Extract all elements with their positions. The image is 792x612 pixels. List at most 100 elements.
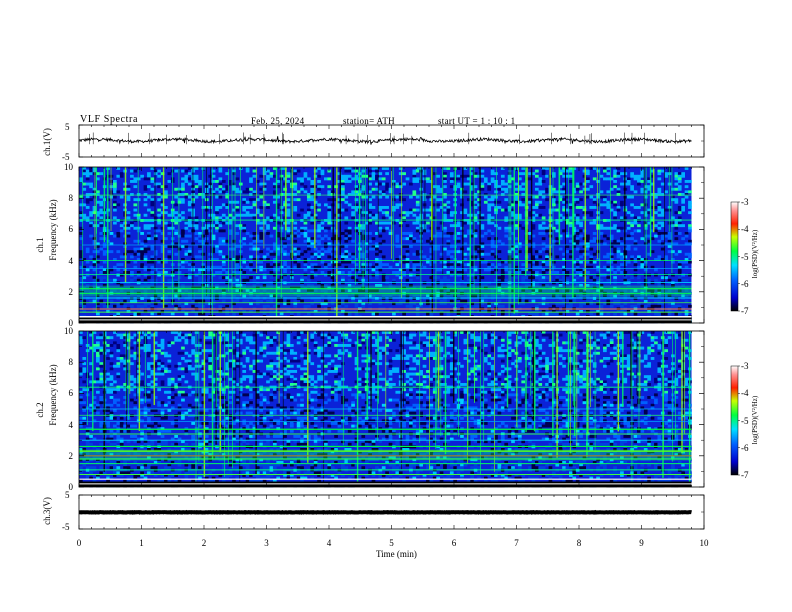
spectrogram-cell (279, 177, 284, 181)
spectrogram-cell (232, 258, 236, 261)
spectrogram-cell (82, 265, 87, 269)
spectrogram-cell (167, 255, 172, 259)
spectrogram-cell (569, 216, 573, 220)
spectrogram-cell (551, 304, 556, 308)
spectrogram-cell (654, 273, 658, 277)
spectrogram-cell (235, 284, 240, 287)
spectrogram-cell (317, 258, 321, 261)
spectrogram-cell (637, 276, 641, 280)
spectrogram-cell (490, 177, 495, 181)
spectrogram-cell (153, 226, 158, 230)
spectrogram-cell (177, 479, 182, 483)
spectrogram-cell (79, 448, 83, 451)
spectrogram-cell (109, 435, 114, 438)
spectrogram-cell (272, 213, 277, 217)
spectrogram-cell (79, 211, 83, 215)
spectrogram-cell (562, 229, 566, 233)
spectrogram-cell (119, 229, 124, 233)
spectrogram-cell (613, 242, 617, 246)
spectrogram-cell (164, 440, 168, 444)
spectrogram-cell (616, 239, 621, 243)
spectrogram-cell (341, 294, 345, 298)
spectrogram-cell (184, 221, 189, 225)
spectrogram-cell (640, 294, 645, 298)
spectrogram-cell (341, 252, 345, 256)
spectrogram-cell (599, 278, 604, 282)
spectrogram-cell (436, 247, 440, 251)
spectrogram-cell (317, 299, 321, 303)
spectrogram-cell (211, 286, 216, 290)
spectrogram-cell (534, 200, 539, 204)
spectrogram-cell (140, 411, 144, 415)
spectrogram-cell (96, 403, 100, 407)
spectrogram-cell (449, 284, 454, 287)
spectrogram-cell (402, 255, 406, 259)
spectrogram-cell (89, 221, 93, 225)
spectrogram-cell (153, 453, 158, 457)
spectrogram-cell (538, 265, 543, 269)
spectrogram-cell (337, 281, 342, 285)
spectrogram-cell (517, 289, 522, 293)
spectrogram-cell (201, 167, 206, 170)
spectrogram-cell (272, 252, 277, 256)
spectrogram-cell (249, 260, 253, 264)
spectrogram-cell (480, 169, 485, 173)
spectrogram-cell (517, 302, 522, 306)
spectrogram-cell (490, 289, 495, 293)
spectrogram-cell (133, 333, 138, 337)
spectrogram-cell (289, 312, 294, 316)
spectrogram-cell (497, 187, 502, 191)
spectrogram-cell (347, 169, 352, 173)
spectrogram-cell (198, 312, 202, 316)
spectrogram-cell (375, 167, 379, 170)
spectrogram-cell (677, 216, 682, 220)
spectrogram-cell (184, 302, 189, 306)
spectrogram-cell (545, 174, 549, 178)
spectrogram-cell (371, 289, 376, 293)
spectrogram-cell (589, 206, 594, 209)
spectrogram-cell (378, 195, 383, 199)
spectrogram-cell (143, 273, 148, 277)
spectrogram-cell (439, 302, 444, 306)
spectrogram-cell (497, 304, 502, 308)
spectrogram-cell (187, 216, 192, 220)
spectrogram-cell (164, 474, 168, 477)
spectrogram-cell (551, 195, 556, 199)
spectrogram-cell (650, 250, 655, 254)
spectrogram-cell (565, 271, 570, 274)
spectrogram-cell (405, 213, 410, 217)
spectrogram-cell (494, 310, 498, 313)
spectrogram-cell (140, 388, 144, 392)
spectrogram-cell (555, 242, 560, 246)
spectrogram-cell (221, 190, 226, 194)
spectrogram-cell (255, 208, 260, 212)
spectrogram-cell (439, 190, 444, 194)
spectrogram-cell (497, 258, 502, 261)
spectrogram-cell (136, 216, 141, 220)
spectrogram-cell (82, 409, 87, 412)
spectrogram-cell (657, 208, 662, 212)
spectrogram-cell (143, 310, 148, 313)
spectrogram-cell (368, 302, 372, 306)
spectrogram-cell (654, 206, 658, 209)
spectrogram-cell (643, 242, 648, 246)
spectrogram-cell (609, 260, 614, 264)
spectrogram-cell (221, 221, 226, 225)
spectrogram-cell (630, 213, 634, 217)
spectrogram-cell (116, 167, 121, 170)
spectrogram-cell (371, 268, 376, 272)
spectrogram-cell (398, 245, 403, 248)
spectrogram-cell (79, 370, 83, 373)
spectrogram-cell (473, 255, 478, 259)
spectrogram-cell (113, 190, 117, 194)
spectrogram-cell (688, 229, 692, 233)
spectrogram-cell (221, 299, 226, 303)
spectrogram-cell (392, 286, 396, 290)
spectrogram-cell (242, 260, 247, 264)
spectrogram-cell (579, 289, 583, 293)
spectrogram-cell (637, 255, 641, 259)
spectrogram-cell (153, 234, 158, 238)
spectrogram-cell (167, 286, 172, 290)
spectrogram-cell (375, 242, 379, 246)
spectrogram-cell (562, 200, 566, 204)
